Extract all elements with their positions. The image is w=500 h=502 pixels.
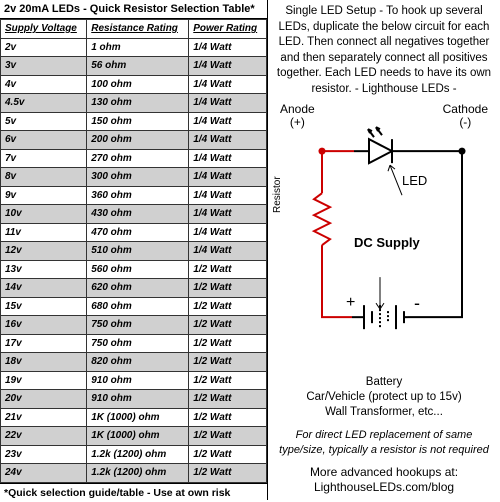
col-resistance-rating: Resistance Rating: [87, 20, 189, 39]
cathode-label: Cathode(-): [443, 103, 488, 129]
dc-supply-label: DC Supply: [354, 235, 420, 250]
battery-description: BatteryCar/Vehicle (protect up to 15v)Wa…: [274, 375, 494, 420]
table-row: 8v300 ohm1/4 Watt: [1, 168, 267, 187]
table-row: 18v820 ohm1/2 Watt: [1, 353, 267, 372]
led-label: LED: [402, 173, 427, 188]
table-row: 12v510 ohm1/4 Watt: [1, 242, 267, 261]
table-row: 20v910 ohm1/2 Watt: [1, 390, 267, 409]
table-row: 19v910 ohm1/2 Watt: [1, 371, 267, 390]
table-row: 5v150 ohm1/4 Watt: [1, 112, 267, 131]
resistor-table-panel: 2v 20mA LEDs - Quick Resistor Selection …: [0, 0, 268, 500]
table-row: 16v750 ohm1/2 Watt: [1, 316, 267, 335]
table-row: 2v1 ohm1/4 Watt: [1, 38, 267, 57]
table-row: 10v430 ohm1/4 Watt: [1, 205, 267, 224]
col-power-rating: Power Rating: [189, 20, 267, 39]
blog-link: More advanced hookups at:LighthouseLEDs.…: [274, 465, 494, 496]
table-row: 6v200 ohm1/4 Watt: [1, 131, 267, 150]
setup-instructions: Single LED Setup - To hook up several LE…: [274, 4, 494, 97]
table-row: 22v1K (1000) ohm1/2 Watt: [1, 427, 267, 446]
table-row: 3v56 ohm1/4 Watt: [1, 57, 267, 76]
replacement-note: For direct LED replacement of same type/…: [274, 428, 494, 457]
table-row: 23v1.2k (1200) ohm1/2 Watt: [1, 445, 267, 464]
cathode-node-icon: [459, 148, 466, 155]
resistor-table: Supply Voltage Resistance Rating Power R…: [0, 19, 267, 483]
anode-node-icon: [319, 148, 326, 155]
table-row: 15v680 ohm1/2 Watt: [1, 297, 267, 316]
table-row: 21v1K (1000) ohm1/2 Watt: [1, 408, 267, 427]
table-row: 7v270 ohm1/4 Watt: [1, 149, 267, 168]
table-row: 4v100 ohm1/4 Watt: [1, 75, 267, 94]
table-row: 4.5v130 ohm1/4 Watt: [1, 94, 267, 113]
circuit-info-panel: Single LED Setup - To hook up several LE…: [268, 0, 500, 500]
battery-minus-label: -: [414, 293, 420, 313]
battery-plus-label: +: [346, 294, 355, 311]
table-title: 2v 20mA LEDs - Quick Resistor Selection …: [0, 0, 267, 19]
table-row: 24v1.2k (1200) ohm1/2 Watt: [1, 464, 267, 483]
circuit-diagram: Anode(+) Cathode(-) LED Resistor DC Supp…: [274, 101, 494, 375]
anode-label: Anode(+): [280, 103, 315, 129]
resistor-label: Resistor: [272, 176, 283, 213]
table-row: 17v750 ohm1/2 Watt: [1, 334, 267, 353]
table-row: 9v360 ohm1/4 Watt: [1, 186, 267, 205]
table-footnote: *Quick selection guide/table - Use at ow…: [0, 483, 267, 502]
col-supply-voltage: Supply Voltage: [1, 20, 87, 39]
table-row: 11v470 ohm1/4 Watt: [1, 223, 267, 242]
table-row: 13v560 ohm1/2 Watt: [1, 260, 267, 279]
table-row: 14v620 ohm1/2 Watt: [1, 279, 267, 298]
